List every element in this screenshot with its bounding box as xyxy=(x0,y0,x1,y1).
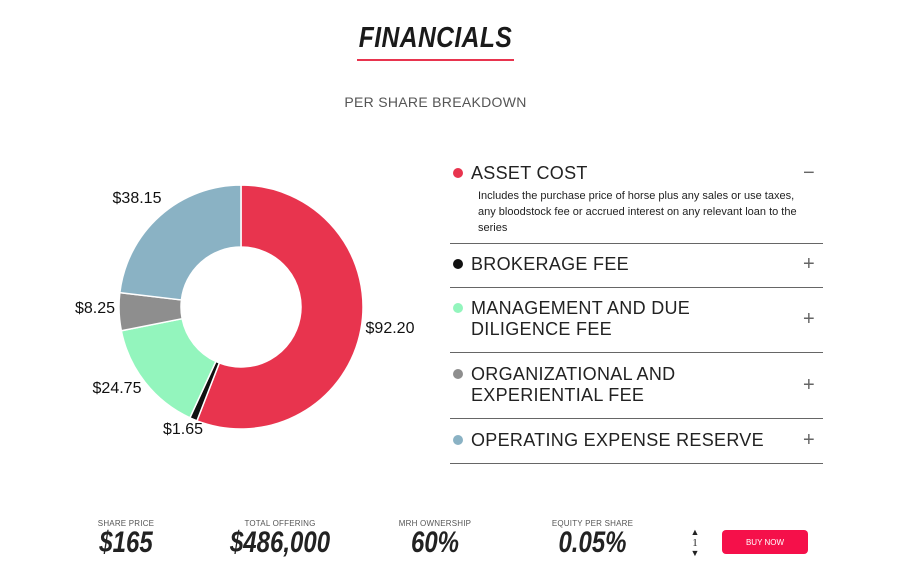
collapse-icon[interactable]: − xyxy=(803,162,815,184)
section-subtitle: PER SHARE BREAKDOWN xyxy=(344,94,527,110)
stat-value: 60% xyxy=(410,526,460,559)
expand-icon[interactable]: + xyxy=(803,429,815,451)
slice-data-label: $1.65 xyxy=(163,421,203,438)
accordion-item-operating-reserve[interactable]: OPERATING EXPENSE RESERVE + xyxy=(450,430,823,464)
stat-label: MRH OWNERSHIP xyxy=(398,519,472,528)
stat-label: EQUITY PER SHARE xyxy=(551,519,634,528)
increment-icon[interactable]: ▲ xyxy=(690,527,700,537)
slice-data-label: $38.15 xyxy=(113,190,162,207)
quantity-value[interactable]: 1 xyxy=(692,537,698,549)
legend-dot xyxy=(453,168,463,178)
slice-data-label: $8.25 xyxy=(75,300,115,317)
accordion-item-organizational-fee[interactable]: ORGANIZATIONAL AND EXPERIENTIAL FEE + xyxy=(450,364,823,419)
accordion-item-brokerage-fee[interactable]: BROKERAGE FEE + xyxy=(450,254,823,288)
donut-chart: $92.20 $1.65 $24.75 $8.25 $38.15 xyxy=(75,184,415,438)
legend-dot xyxy=(453,435,463,445)
expand-icon[interactable]: + xyxy=(803,374,815,396)
accordion-description: Includes the purchase price of horse plu… xyxy=(478,190,797,234)
donut-slice-0 xyxy=(195,184,364,430)
page-title: FINANCIALS xyxy=(358,22,513,54)
accordion-item-asset-cost[interactable]: ASSET COST − Includes the purchase price … xyxy=(450,163,823,244)
accordion-label: BROKERAGE FEE xyxy=(471,254,629,274)
stat-total-offering: TOTAL OFFERING $486,000 xyxy=(205,519,355,558)
stat-value: $486,000 xyxy=(229,526,331,559)
accordion-label: ORGANIZATIONAL AND EXPERIENTIAL FEE xyxy=(471,364,676,405)
stat-value: $165 xyxy=(99,526,153,559)
stat-label: TOTAL OFFERING xyxy=(244,519,316,528)
buy-now-button[interactable]: BUY NOW xyxy=(722,530,808,554)
legend-dot xyxy=(453,259,463,269)
stat-share-price: SHARE PRICE $165 xyxy=(86,519,166,558)
quantity-stepper[interactable]: ▲ 1 ▼ xyxy=(688,528,702,558)
stat-value: 0.05% xyxy=(558,526,627,559)
legend-dot xyxy=(453,303,463,313)
accordion-label: OPERATING EXPENSE RESERVE xyxy=(471,430,764,450)
expand-icon[interactable]: + xyxy=(803,308,815,330)
accordion-label: MANAGEMENT AND DUE DILIGENCE FEE xyxy=(471,298,691,339)
stat-mrh-ownership: MRH OWNERSHIP 60% xyxy=(390,519,480,558)
title-underline xyxy=(357,59,514,61)
accordion-label: ASSET COST xyxy=(471,163,588,183)
slice-data-label: $24.75 xyxy=(93,380,142,397)
legend-dot xyxy=(453,369,463,379)
expand-icon[interactable]: + xyxy=(803,253,815,275)
donut-slice-4 xyxy=(119,184,242,301)
slice-data-label: $92.20 xyxy=(366,320,415,337)
accordion-item-management-fee[interactable]: MANAGEMENT AND DUE DILIGENCE FEE + xyxy=(450,298,823,353)
decrement-icon[interactable]: ▼ xyxy=(690,548,700,558)
stat-equity-per-share: EQUITY PER SHARE 0.05% xyxy=(540,519,645,558)
stat-label: SHARE PRICE xyxy=(97,519,155,528)
